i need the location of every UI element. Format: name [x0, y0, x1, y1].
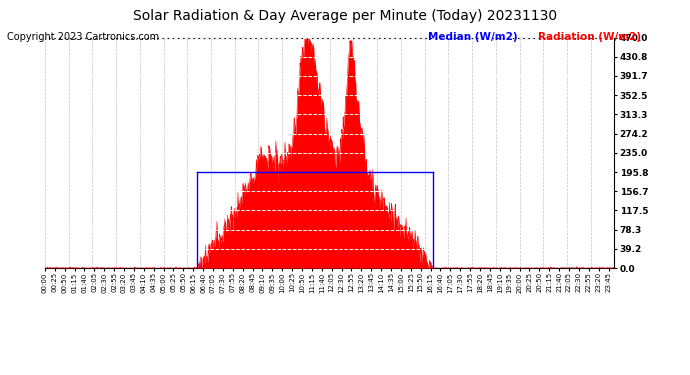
Text: Copyright 2023 Cartronics.com: Copyright 2023 Cartronics.com — [7, 32, 159, 42]
Text: Median (W/m2): Median (W/m2) — [428, 32, 518, 42]
Text: Solar Radiation & Day Average per Minute (Today) 20231130: Solar Radiation & Day Average per Minute… — [133, 9, 557, 23]
Text: Radiation (W/m2): Radiation (W/m2) — [538, 32, 641, 42]
